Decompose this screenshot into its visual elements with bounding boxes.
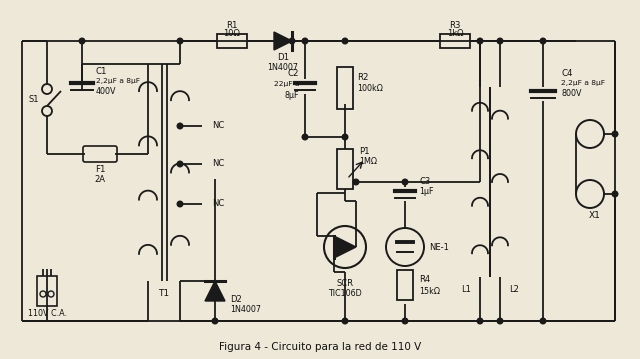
FancyBboxPatch shape bbox=[83, 146, 117, 162]
Text: 1MΩ: 1MΩ bbox=[359, 157, 377, 165]
Text: S1: S1 bbox=[29, 95, 39, 104]
Text: R3: R3 bbox=[449, 20, 461, 29]
Circle shape bbox=[177, 38, 183, 44]
Text: L1: L1 bbox=[461, 284, 471, 294]
Text: C1: C1 bbox=[96, 66, 108, 75]
Polygon shape bbox=[205, 281, 225, 301]
Text: NC: NC bbox=[212, 121, 224, 131]
Circle shape bbox=[342, 318, 348, 324]
Text: NC: NC bbox=[212, 159, 224, 168]
Circle shape bbox=[302, 38, 308, 44]
Text: 10Ω: 10Ω bbox=[223, 29, 241, 38]
Text: 400V: 400V bbox=[96, 87, 116, 95]
Text: R4: R4 bbox=[419, 275, 430, 284]
Circle shape bbox=[177, 201, 183, 207]
Circle shape bbox=[302, 134, 308, 140]
Bar bbox=[397, 270, 413, 300]
Text: 800V: 800V bbox=[561, 89, 582, 98]
Bar bbox=[337, 66, 353, 108]
Text: D1: D1 bbox=[277, 53, 289, 62]
Text: 2,2µF a 8µF: 2,2µF a 8µF bbox=[561, 80, 605, 86]
Circle shape bbox=[289, 38, 295, 44]
Circle shape bbox=[177, 123, 183, 129]
Bar bbox=[37, 276, 57, 306]
Circle shape bbox=[342, 38, 348, 44]
Text: C4: C4 bbox=[561, 69, 573, 78]
Text: 22µF a: 22µF a bbox=[273, 81, 299, 87]
Text: Figura 4 - Circuito para la red de 110 V: Figura 4 - Circuito para la red de 110 V bbox=[219, 342, 421, 352]
Circle shape bbox=[497, 318, 503, 324]
Circle shape bbox=[353, 179, 359, 185]
Text: 110V C.A.: 110V C.A. bbox=[28, 309, 67, 318]
Text: R1: R1 bbox=[227, 20, 237, 29]
Circle shape bbox=[497, 38, 503, 44]
Text: D2: D2 bbox=[230, 294, 242, 303]
Circle shape bbox=[477, 318, 483, 324]
Circle shape bbox=[79, 38, 85, 44]
Text: 1N4007: 1N4007 bbox=[230, 306, 261, 314]
Polygon shape bbox=[274, 32, 292, 50]
Polygon shape bbox=[334, 236, 356, 258]
Text: T1: T1 bbox=[159, 289, 170, 298]
Text: C3: C3 bbox=[419, 177, 430, 186]
Text: 2,2µF a 8µF: 2,2µF a 8µF bbox=[96, 78, 140, 84]
Circle shape bbox=[540, 38, 546, 44]
Text: L2: L2 bbox=[509, 284, 519, 294]
Circle shape bbox=[402, 179, 408, 185]
Text: 2A: 2A bbox=[95, 174, 106, 183]
Text: 1µF: 1µF bbox=[419, 187, 433, 196]
Text: TIC106D: TIC106D bbox=[328, 289, 362, 298]
Circle shape bbox=[477, 38, 483, 44]
Text: P1: P1 bbox=[359, 146, 370, 155]
Circle shape bbox=[540, 318, 546, 324]
Text: C2: C2 bbox=[287, 70, 299, 79]
Text: NE-1: NE-1 bbox=[429, 242, 449, 252]
Text: 1N4007: 1N4007 bbox=[268, 64, 298, 73]
Circle shape bbox=[612, 131, 618, 137]
Text: 100kΩ: 100kΩ bbox=[357, 84, 383, 93]
Text: R2: R2 bbox=[357, 73, 369, 82]
Circle shape bbox=[342, 134, 348, 140]
Text: X1: X1 bbox=[589, 211, 601, 220]
Bar bbox=[440, 34, 470, 48]
Bar bbox=[337, 149, 353, 189]
Text: F1: F1 bbox=[95, 164, 105, 173]
Bar bbox=[217, 34, 247, 48]
Text: 15kΩ: 15kΩ bbox=[419, 286, 440, 295]
Text: SCR: SCR bbox=[337, 279, 353, 288]
Circle shape bbox=[402, 318, 408, 324]
Circle shape bbox=[177, 161, 183, 167]
Circle shape bbox=[212, 318, 218, 324]
Circle shape bbox=[612, 191, 618, 197]
Text: 8µF: 8µF bbox=[285, 90, 299, 99]
Text: NC: NC bbox=[212, 200, 224, 209]
Text: 1kΩ: 1kΩ bbox=[447, 29, 463, 38]
